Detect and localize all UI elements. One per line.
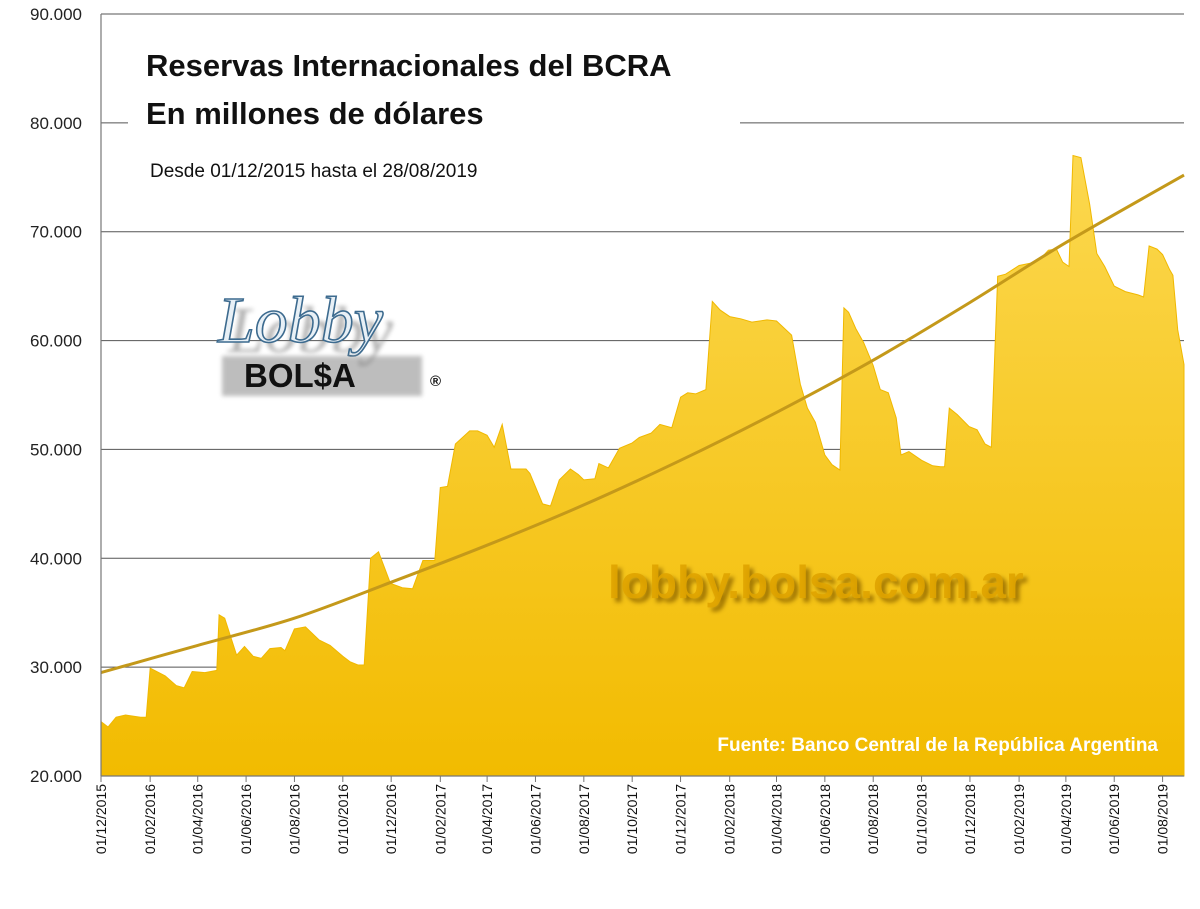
x-tick-label: 01/04/2016 — [190, 784, 206, 854]
source-note: Fuente: Banco Central de la República Ar… — [717, 735, 1158, 756]
reserves-area — [100, 154, 1185, 777]
chart-title: Reservas Internacionales del BCRA — [146, 48, 672, 83]
x-tick-label: 01/06/2016 — [238, 784, 254, 854]
x-tick-label: 01/06/2017 — [527, 784, 543, 854]
y-tick-label: 50.000 — [30, 440, 82, 459]
x-tick-label: 01/10/2016 — [335, 784, 351, 854]
chart-period: Desde 01/12/2015 hasta el 28/08/2019 — [150, 161, 478, 182]
x-tick-label: 01/08/2017 — [576, 784, 592, 854]
x-tick-label: 01/02/2016 — [142, 784, 158, 854]
x-tick-label: 01/12/2015 — [93, 784, 109, 854]
x-tick-labels: 01/12/2015 01/02/2016 01/04/2016 01/06/2016… — [93, 776, 1171, 854]
x-tick-label: 01/04/2017 — [479, 784, 495, 854]
y-tick-labels: 20.000 30.000 40.000 50.000 60.000 70.000 80.0… — [30, 5, 82, 786]
x-tick-label: 01/04/2018 — [768, 784, 784, 854]
x-tick-label: 01/12/2018 — [962, 784, 978, 854]
logo-bolsa-shadow — [222, 356, 422, 396]
y-tick-label: 60.000 — [30, 332, 82, 351]
x-tick-label: 01/06/2018 — [817, 784, 833, 854]
x-tick-label: 01/08/2019 — [1155, 784, 1171, 854]
x-tick-label: 01/06/2019 — [1106, 784, 1122, 854]
x-tick-label: 01/08/2016 — [286, 784, 302, 854]
area-series-layer — [100, 154, 1185, 777]
title-background — [128, 32, 740, 140]
y-tick-label: 20.000 — [30, 767, 82, 786]
trend-line — [100, 173, 1185, 675]
x-tick-label: 01/04/2019 — [1058, 784, 1074, 854]
x-tick-label: 01/02/2019 — [1011, 784, 1027, 854]
x-tick-label: 01/02/2018 — [722, 784, 738, 854]
logo-registered-mark: ® — [430, 373, 441, 390]
lobby-bolsa-logo: Lobby Lobby BOL$A ® — [216, 283, 441, 396]
logo-shadow: Lobby — [227, 294, 394, 367]
axes — [100, 14, 1184, 777]
y-tick-label: 40.000 — [30, 549, 82, 568]
y-tick-label: 30.000 — [30, 658, 82, 677]
y-tick-label: 80.000 — [30, 114, 82, 133]
x-tick-label: 01/12/2016 — [383, 784, 399, 854]
watermark-text: lobby.bolsa.com.ar — [608, 556, 1024, 608]
logo-lobby-word: Lobby — [217, 284, 384, 357]
x-tick-label: 01/10/2018 — [914, 784, 930, 854]
x-tick-label: 01/08/2018 — [865, 784, 881, 854]
y-tick-label: 70.000 — [30, 223, 82, 242]
watermark-shadow: lobby.bolsa.com.ar — [612, 560, 1028, 612]
x-tick-label: 01/02/2017 — [432, 784, 448, 854]
logo-bolsa-word: BOL$A — [244, 357, 356, 394]
x-tick-label: 01/12/2017 — [673, 784, 689, 854]
y-tick-label: 90.000 — [30, 5, 82, 24]
x-tick-label: 01/10/2017 — [624, 784, 640, 854]
chart-subtitle: En millones de dólares — [146, 96, 484, 131]
